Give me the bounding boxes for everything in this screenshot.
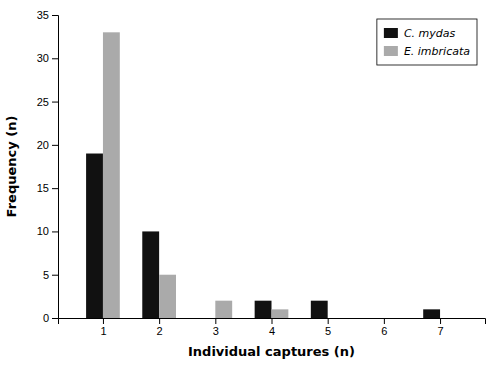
y-axis-line — [52, 16, 59, 319]
y-tick-mark — [52, 58, 58, 59]
legend-label: E. imbricata — [404, 45, 470, 58]
y-tick-mark — [52, 231, 58, 232]
x-tick: 2 — [157, 318, 163, 337]
x-tick-label: 1 — [100, 325, 106, 337]
y-tick: 30 — [37, 52, 58, 64]
y-tick-mark — [52, 188, 58, 189]
bars — [86, 32, 440, 318]
bar — [272, 309, 289, 318]
bar — [255, 301, 272, 318]
x-tick-mark — [103, 318, 104, 324]
x-axis: 1 2 3 4 5 6 7 — [59, 318, 486, 337]
bar — [103, 32, 120, 318]
x-axis-title: Individual captures (n) — [188, 344, 355, 359]
x-tick: 3 — [213, 318, 219, 337]
x-tick-label: 4 — [269, 325, 275, 337]
y-tick-mark — [52, 145, 58, 146]
y-tick-label: 0 — [43, 312, 49, 324]
legend-item: C. mydas — [384, 27, 456, 40]
x-tick-mark — [328, 318, 329, 324]
legend-frame — [377, 19, 477, 65]
x-axis-line — [59, 319, 486, 325]
x-tick-mark — [215, 318, 216, 324]
x-tick: 5 — [325, 318, 331, 337]
plot: 1 2 3 4 5 6 7 0 5 10 15 20 25 30 35 C. mydas E. imbricat… — [37, 9, 486, 337]
y-tick-label: 20 — [37, 139, 49, 151]
y-tick-mark — [52, 102, 58, 103]
y-tick-mark — [52, 318, 58, 319]
bar — [328, 318, 345, 319]
x-tick-label: 6 — [381, 325, 387, 337]
x-tick: 7 — [437, 318, 443, 337]
y-tick: 5 — [43, 269, 58, 281]
bar — [367, 318, 384, 319]
y-tick: 20 — [37, 139, 58, 151]
y-tick-label: 15 — [37, 182, 49, 194]
legend-item: E. imbricata — [384, 45, 470, 58]
y-axis-title: Frequency (n) — [4, 116, 19, 218]
legend-swatch — [384, 46, 398, 56]
y-tick-label: 5 — [43, 269, 49, 281]
x-tick-label: 2 — [157, 325, 163, 337]
y-tick-label: 10 — [37, 225, 49, 237]
bar — [423, 309, 440, 318]
bar — [159, 275, 176, 318]
y-tick-label: 25 — [37, 96, 49, 108]
bar — [440, 318, 457, 319]
x-tick-mark — [384, 318, 385, 324]
legend: C. mydas E. imbricata — [377, 19, 477, 65]
y-tick-label: 35 — [37, 9, 49, 21]
x-tick-label: 7 — [437, 325, 443, 337]
y-tick-mark — [52, 15, 58, 16]
x-tick-label: 3 — [213, 325, 219, 337]
x-tick-mark — [272, 318, 273, 324]
x-tick: 1 — [100, 318, 106, 337]
bar — [142, 231, 159, 318]
y-tick: 10 — [37, 225, 58, 237]
bar — [311, 301, 328, 318]
x-tick-mark — [159, 318, 160, 324]
x-tick: 6 — [381, 318, 387, 337]
y-tick-label: 30 — [37, 52, 49, 64]
legend-swatch — [384, 28, 398, 38]
bar — [215, 301, 232, 318]
bar — [198, 318, 215, 319]
y-tick: 35 — [37, 9, 58, 21]
y-axis: 0 5 10 15 20 25 30 35 — [37, 9, 59, 324]
y-tick-mark — [52, 275, 58, 276]
bar — [384, 318, 401, 319]
chart: 1 2 3 4 5 6 7 0 5 10 15 20 25 30 35 C. mydas E. imbricat… — [0, 0, 500, 366]
x-tick-mark — [440, 318, 441, 324]
bar — [86, 154, 103, 318]
legend-label: C. mydas — [404, 27, 456, 40]
x-tick-label: 5 — [325, 325, 331, 337]
x-tick: 4 — [269, 318, 275, 337]
y-tick: 15 — [37, 182, 58, 194]
y-tick: 25 — [37, 96, 58, 108]
y-tick: 0 — [43, 312, 58, 324]
